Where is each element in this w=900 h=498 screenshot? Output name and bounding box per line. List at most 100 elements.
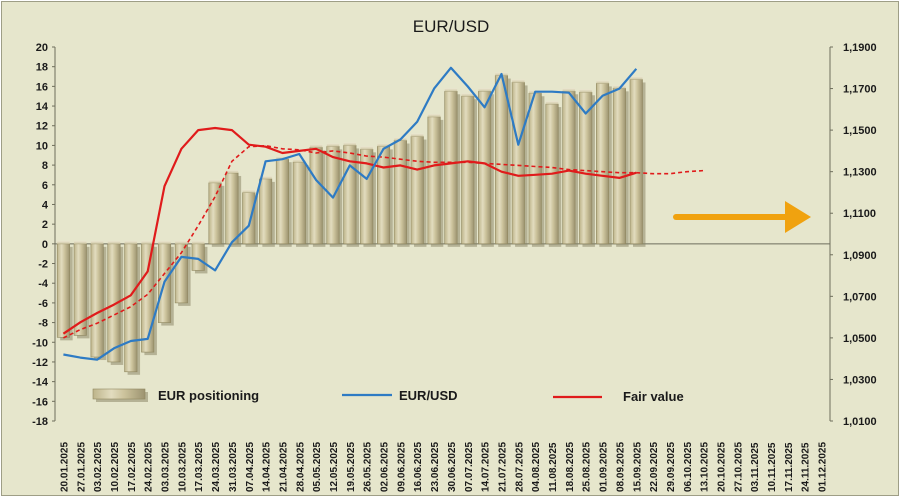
bar-cap xyxy=(613,85,626,89)
left-tick-label: 16 xyxy=(36,81,48,93)
x-tick-label: 10.02.2025 xyxy=(110,442,121,492)
x-tick-label: 12.05.2025 xyxy=(329,442,340,492)
positioning-bar xyxy=(208,182,222,245)
bar-cap xyxy=(579,89,592,93)
bar-cap xyxy=(512,79,525,83)
bar-cap xyxy=(124,240,138,244)
x-tick-label: 31.03.2025 xyxy=(228,442,239,492)
left-tick-label: -12 xyxy=(32,357,48,369)
left-tick-label: -16 xyxy=(32,396,48,408)
bar-cap xyxy=(225,169,239,173)
x-tick-label: 08.09.2025 xyxy=(615,442,626,492)
positioning-bar xyxy=(494,75,509,245)
bar-cap xyxy=(57,240,70,244)
bar-cap xyxy=(158,240,171,244)
x-tick-label: 10.11.2025 xyxy=(767,442,778,492)
right-tick-label: 1,0300 xyxy=(843,374,877,386)
left-tick-label: 12 xyxy=(36,121,48,133)
bar-cap xyxy=(191,240,205,244)
x-tick-label: 14.04.2025 xyxy=(262,442,273,492)
x-tick-label: 17.02.2025 xyxy=(127,442,138,492)
x-tick-label: 07.07.2025 xyxy=(464,442,475,492)
positioning-bar xyxy=(444,90,458,245)
bar-cap xyxy=(545,101,559,105)
left-tick-label: 2 xyxy=(42,219,48,231)
positioning-bar xyxy=(478,90,492,245)
positioning-bar xyxy=(309,147,323,245)
positioning-bar xyxy=(579,91,593,245)
x-tick-label: 07.04.2025 xyxy=(245,442,256,492)
x-tick-label: 20.01.2025 xyxy=(59,442,70,492)
x-tick-label: 30.06.2025 xyxy=(447,442,458,492)
right-tick-label: 1,0700 xyxy=(843,291,877,303)
bar-cap xyxy=(427,113,441,117)
right-axis-labels: 1,1900 1,1700 1,1500 1,1300 1,1100 1,0900 1,07… xyxy=(843,42,877,428)
left-tick-label: 0 xyxy=(42,239,48,251)
positioning-bar xyxy=(56,243,70,338)
positioning-bar xyxy=(326,146,340,245)
positioning-bar xyxy=(259,178,273,245)
x-tick-label: 21.07.2025 xyxy=(497,442,508,492)
x-tick-label: 22.09.2025 xyxy=(649,442,660,492)
positioning-bar xyxy=(410,136,424,245)
x-tick-label: 25.08.2025 xyxy=(582,442,593,492)
left-tick-label: 20 xyxy=(36,42,48,54)
x-tick-label: 01.12.2025 xyxy=(818,442,829,492)
left-tick-label: -18 xyxy=(32,416,48,428)
bar-cap xyxy=(90,240,104,244)
x-tick-label: 27.01.2025 xyxy=(76,442,87,492)
x-tick-label: 28.07.2025 xyxy=(514,442,525,492)
right-tick-label: 1,0900 xyxy=(843,250,877,262)
arrow-head xyxy=(785,201,811,233)
positioning-bar xyxy=(225,172,239,245)
positioning-bar xyxy=(629,79,643,245)
x-tick-label: 05.05.2025 xyxy=(312,442,323,492)
positioning-bar xyxy=(90,243,104,358)
right-tick-label: 1,1900 xyxy=(843,42,877,54)
bar-cap xyxy=(259,175,272,179)
annotations xyxy=(673,201,811,233)
bar-cap xyxy=(74,240,87,244)
positioning-bar xyxy=(376,146,391,245)
bar-cap xyxy=(630,76,643,80)
bar-cap xyxy=(343,142,357,146)
positioning-bar xyxy=(191,243,205,271)
bar-cap xyxy=(410,133,424,137)
bar-cap xyxy=(444,88,458,92)
x-tick-label: 10.03.2025 xyxy=(177,442,188,492)
x-tick-label: 06.10.2025 xyxy=(683,442,694,492)
positioning-bar xyxy=(612,88,626,245)
x-tick-label: 23.06.2025 xyxy=(430,442,441,492)
x-tick-label: 27.10.2025 xyxy=(733,442,744,492)
right-tick-label: 1,0100 xyxy=(843,416,877,428)
x-tick-label: 24.11.2025 xyxy=(801,442,812,492)
positioning-bar xyxy=(242,192,256,245)
bar-cap xyxy=(377,143,390,147)
x-tick-label: 26.05.2025 xyxy=(363,442,374,492)
positioning-bar xyxy=(511,82,525,245)
x-tick-label: 09.06.2025 xyxy=(396,442,407,492)
x-tick-label: 19.05.2025 xyxy=(346,442,357,492)
bar-cap xyxy=(242,189,255,193)
positioning-bar xyxy=(427,116,441,245)
x-tick-label: 28.04.2025 xyxy=(295,442,306,492)
x-tick-label: 14.07.2025 xyxy=(481,442,492,492)
x-tick-label: 18.08.2025 xyxy=(565,442,576,492)
left-tick-label: -4 xyxy=(38,278,49,290)
positioning-bar xyxy=(596,83,610,245)
x-tick-label: 13.10.2025 xyxy=(700,442,711,492)
fair-value-trend-line xyxy=(63,144,704,339)
left-tick-label: 14 xyxy=(36,101,49,113)
positioning-bar xyxy=(292,161,306,245)
left-tick-label: -10 xyxy=(32,337,48,349)
x-tick-label: 16.06.2025 xyxy=(413,442,424,492)
x-tick-label: 17.03.2025 xyxy=(194,442,205,492)
x-tick-label: 03.03.2025 xyxy=(161,442,172,492)
legend-label-positioning: EUR positioning xyxy=(158,388,259,403)
bar-cap xyxy=(141,240,154,244)
positioning-bar xyxy=(124,243,138,373)
right-tick-label: 1,1100 xyxy=(843,208,876,220)
